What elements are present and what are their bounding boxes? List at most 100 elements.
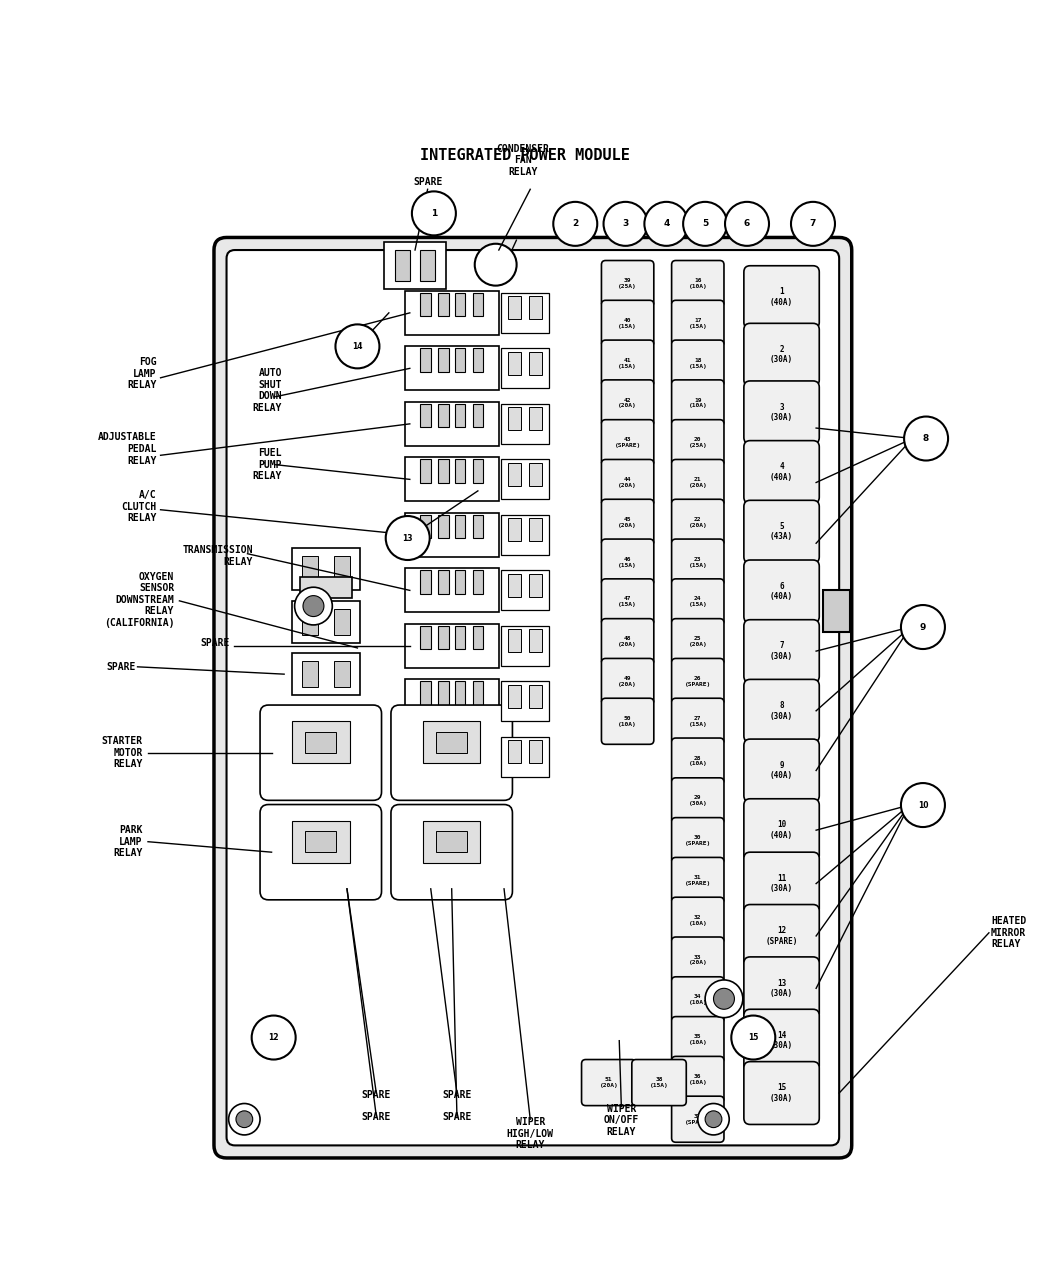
- Bar: [420, 681, 430, 705]
- Text: 43
(SPARE): 43 (SPARE): [614, 437, 640, 448]
- FancyBboxPatch shape: [743, 904, 819, 968]
- FancyBboxPatch shape: [743, 740, 819, 802]
- Text: 18
(15A): 18 (15A): [689, 358, 707, 368]
- FancyBboxPatch shape: [672, 1016, 723, 1062]
- Bar: [404, 513, 499, 557]
- Text: 10
(40A): 10 (40A): [770, 821, 793, 840]
- Circle shape: [904, 417, 948, 460]
- Circle shape: [645, 201, 689, 246]
- FancyBboxPatch shape: [227, 250, 839, 1145]
- Bar: [823, 590, 849, 632]
- Circle shape: [335, 324, 379, 368]
- Bar: [420, 737, 430, 760]
- Text: 24
(15A): 24 (15A): [689, 597, 707, 607]
- Bar: [404, 569, 499, 612]
- Bar: [529, 518, 542, 541]
- Circle shape: [553, 201, 597, 246]
- Bar: [508, 296, 521, 319]
- Bar: [508, 740, 521, 764]
- Bar: [292, 653, 360, 695]
- Text: 12
(SPARE): 12 (SPARE): [765, 926, 798, 946]
- FancyBboxPatch shape: [672, 738, 723, 784]
- Text: WIPER
HIGH/LOW
RELAY: WIPER HIGH/LOW RELAY: [507, 1117, 553, 1150]
- Circle shape: [295, 588, 332, 625]
- FancyBboxPatch shape: [672, 419, 723, 465]
- Bar: [395, 250, 411, 282]
- FancyBboxPatch shape: [743, 324, 819, 386]
- Circle shape: [303, 595, 324, 617]
- Bar: [508, 629, 521, 652]
- Text: ADJUSTABLE
PEDAL
RELAY: ADJUSTABLE PEDAL RELAY: [98, 432, 156, 465]
- Text: 50
(10A): 50 (10A): [618, 715, 637, 727]
- FancyBboxPatch shape: [672, 778, 723, 824]
- Bar: [404, 734, 499, 779]
- FancyBboxPatch shape: [672, 1096, 723, 1142]
- Bar: [455, 737, 465, 760]
- Text: 25
(20A): 25 (20A): [689, 636, 707, 648]
- Bar: [438, 348, 448, 371]
- Bar: [508, 463, 521, 486]
- Text: 46
(15A): 46 (15A): [618, 557, 637, 567]
- FancyBboxPatch shape: [260, 705, 381, 801]
- FancyBboxPatch shape: [743, 958, 819, 1020]
- Text: 11
(30A): 11 (30A): [770, 873, 793, 894]
- Bar: [502, 626, 548, 666]
- Bar: [502, 459, 548, 500]
- FancyBboxPatch shape: [602, 340, 654, 386]
- Bar: [455, 404, 465, 427]
- Text: 28
(10A): 28 (10A): [689, 756, 707, 766]
- FancyBboxPatch shape: [602, 500, 654, 546]
- Text: 49
(20A): 49 (20A): [618, 676, 637, 687]
- Text: HEATED
MIRROR
RELAY: HEATED MIRROR RELAY: [991, 917, 1026, 950]
- Bar: [529, 296, 542, 319]
- Bar: [420, 250, 436, 282]
- Bar: [302, 556, 318, 583]
- FancyBboxPatch shape: [743, 1062, 819, 1125]
- Text: 20
(25A): 20 (25A): [689, 437, 707, 448]
- FancyBboxPatch shape: [214, 237, 852, 1158]
- FancyBboxPatch shape: [672, 301, 723, 347]
- FancyBboxPatch shape: [672, 977, 723, 1023]
- FancyBboxPatch shape: [672, 260, 723, 306]
- FancyBboxPatch shape: [743, 852, 819, 915]
- Circle shape: [791, 201, 835, 246]
- Text: 21
(20A): 21 (20A): [689, 477, 707, 488]
- Bar: [472, 626, 483, 649]
- FancyBboxPatch shape: [602, 579, 654, 625]
- Text: SPARE: SPARE: [361, 1090, 391, 1100]
- Bar: [423, 821, 481, 863]
- FancyBboxPatch shape: [672, 500, 723, 546]
- Text: OXYGEN
SENSOR
DOWNSTREAM
RELAY
(CALIFORNIA): OXYGEN SENSOR DOWNSTREAM RELAY (CALIFORN…: [104, 571, 174, 629]
- Bar: [334, 660, 350, 687]
- FancyBboxPatch shape: [672, 579, 723, 625]
- Text: 12: 12: [269, 1033, 279, 1042]
- Text: 2: 2: [572, 219, 579, 228]
- Text: 19
(10A): 19 (10A): [689, 398, 707, 408]
- Text: 23
(15A): 23 (15A): [689, 557, 707, 567]
- Bar: [508, 685, 521, 708]
- Bar: [529, 463, 542, 486]
- Text: 4: 4: [664, 219, 670, 228]
- Circle shape: [714, 988, 734, 1010]
- Bar: [404, 347, 499, 390]
- FancyBboxPatch shape: [743, 265, 819, 329]
- Bar: [472, 515, 483, 538]
- Text: 42
(20A): 42 (20A): [618, 398, 637, 408]
- Text: SPARE: SPARE: [413, 177, 442, 187]
- Bar: [438, 570, 448, 594]
- Text: 34
(10A): 34 (10A): [689, 994, 707, 1005]
- Text: 15: 15: [748, 1033, 758, 1042]
- Bar: [502, 515, 548, 555]
- Text: 39
(25A): 39 (25A): [618, 278, 637, 289]
- FancyBboxPatch shape: [672, 380, 723, 426]
- Text: 17
(15A): 17 (15A): [689, 317, 707, 329]
- Bar: [438, 293, 448, 316]
- Text: 2
(30A): 2 (30A): [770, 346, 793, 365]
- Bar: [404, 402, 499, 446]
- FancyBboxPatch shape: [672, 898, 723, 944]
- Bar: [455, 293, 465, 316]
- Bar: [472, 459, 483, 482]
- Bar: [529, 740, 542, 764]
- FancyBboxPatch shape: [602, 260, 654, 306]
- Text: FUEL
PUMP
RELAY: FUEL PUMP RELAY: [253, 448, 282, 481]
